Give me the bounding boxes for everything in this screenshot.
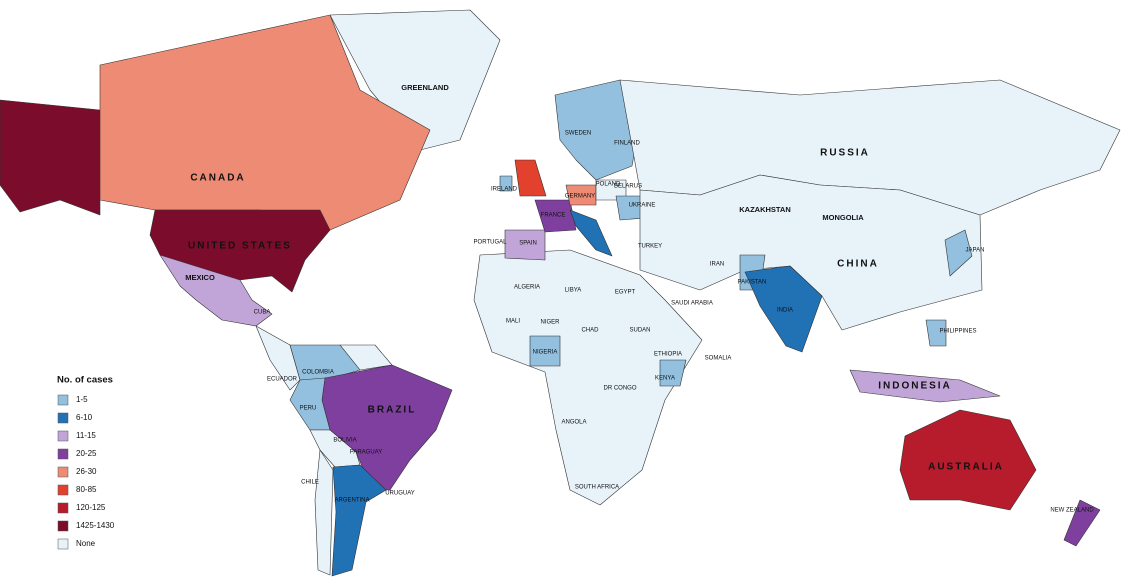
country-label: SPAIN	[519, 241, 537, 247]
country-shape	[565, 184, 597, 206]
country-label: ALGERIA	[514, 285, 540, 291]
country-label: UKRAINE	[629, 203, 656, 209]
country-label: RUSSIA	[820, 148, 870, 159]
country-label: URUGUAY	[385, 491, 415, 497]
country-label: CHILE	[301, 480, 319, 486]
country-shape	[314, 449, 334, 576]
country-label: SAUDI ARABIA	[671, 301, 713, 307]
legend-swatch	[57, 484, 69, 496]
country-shape	[925, 319, 947, 347]
country-shape	[331, 464, 387, 577]
legend-swatch	[57, 412, 69, 424]
country-label: BOLIVIA	[333, 438, 356, 444]
legend-label: None	[76, 539, 96, 548]
country-label: POLAND	[596, 182, 621, 188]
country-label: SWEDEN	[565, 131, 591, 137]
country-shape	[499, 175, 513, 192]
country-shape	[255, 325, 301, 391]
country-shape	[569, 209, 613, 257]
country-label: GREENLAND	[401, 83, 449, 92]
legend-label: 20-25	[76, 449, 97, 458]
country-label: PHILIPPINES	[939, 329, 976, 335]
country-label: MONGOLIA	[822, 213, 864, 222]
country-label: KENYA	[655, 376, 675, 382]
country-label: IRAN	[710, 262, 724, 268]
country-labels: GREENLAND CANADA UNITED STATES MEXICO RU…	[185, 83, 1094, 514]
country-shape	[534, 199, 577, 233]
country-label: UNITED STATES	[188, 241, 292, 252]
country-shape	[944, 229, 973, 277]
legend-label: 80-85	[76, 485, 97, 494]
country-label: DR CONGO	[604, 386, 637, 392]
legend-label: 1425-1430	[76, 521, 115, 530]
country-label: NEW ZEALAND	[1050, 508, 1094, 514]
country-label: COLOMBIA	[302, 370, 334, 376]
country-label: TURKEY	[638, 244, 662, 250]
country-shape	[0, 99, 101, 216]
country-shape	[329, 9, 501, 151]
country-label: BRAZIL	[368, 405, 417, 416]
country-label: KAZAKHSTAN	[739, 205, 791, 214]
country-label: INDIA	[777, 308, 793, 314]
country-label: AUSTRALIA	[928, 462, 1004, 473]
country-label: BELARUS	[614, 184, 642, 190]
country-label: FRANCE	[541, 213, 566, 219]
country-label: PORTUGAL	[474, 240, 508, 246]
countries	[0, 9, 1121, 577]
country-shape	[849, 369, 1001, 403]
country-label: PARAGUAY	[350, 450, 382, 456]
country-label: LIBYA	[565, 288, 582, 294]
country-shape	[899, 409, 1037, 511]
country-label: CUBA	[254, 310, 271, 316]
country-shape	[514, 159, 547, 197]
country-label: JAPAN	[966, 248, 985, 254]
legend-swatch	[57, 448, 69, 460]
country-label: PAKISTAN	[738, 280, 767, 286]
country-label: CHINA	[837, 259, 879, 270]
legend-label: 6-10	[76, 413, 93, 422]
country-shape	[639, 174, 983, 331]
country-label: SUDAN	[629, 328, 650, 334]
country-label: GERMANY	[565, 194, 595, 200]
legend-swatch	[57, 538, 69, 550]
country-label: SOUTH AFRICA	[575, 485, 619, 491]
country-label: CHAD	[581, 328, 599, 334]
legend-swatch	[57, 502, 69, 514]
country-shape	[473, 249, 703, 506]
country-label: SOMALIA	[705, 356, 732, 362]
country-shape	[1063, 499, 1101, 547]
legend-label: 26-30	[76, 467, 97, 476]
country-label: ARGENTINA	[334, 498, 369, 504]
country-label: EGYPT	[615, 290, 636, 296]
country-label: IRELAND	[491, 187, 518, 193]
legend-swatch	[57, 394, 69, 406]
legend-swatch	[57, 466, 69, 478]
country-shape	[149, 209, 331, 293]
country-label: PERU	[300, 406, 317, 412]
legend-swatch	[57, 520, 69, 532]
legend-label: 11-15	[76, 431, 96, 440]
legend-label: 1-5	[76, 395, 88, 404]
country-label: INDONESIA	[878, 381, 952, 392]
country-label: NIGER	[540, 320, 560, 326]
country-label: ANGOLA	[561, 420, 586, 426]
country-shape	[529, 335, 561, 367]
legend: No. of cases 1-5 6-10 11-15 20-25 26-30 80-85…	[57, 375, 115, 550]
country-label: CANADA	[190, 173, 245, 184]
country-shape	[99, 14, 431, 231]
country-label: MEXICO	[185, 273, 215, 282]
country-label: ECUADOR	[267, 377, 298, 383]
country-shape	[659, 359, 687, 387]
country-shape	[504, 229, 546, 261]
legend-title: No. of cases	[57, 375, 113, 386]
country-label: MALI	[506, 319, 520, 325]
country-label: ETHIOPIA	[654, 352, 682, 358]
country-label: FINLAND	[614, 141, 640, 147]
legend-label: 120-125	[76, 503, 106, 512]
legend-swatch	[57, 430, 69, 442]
country-label: NIGERIA	[533, 350, 558, 356]
country-shape	[744, 265, 823, 353]
